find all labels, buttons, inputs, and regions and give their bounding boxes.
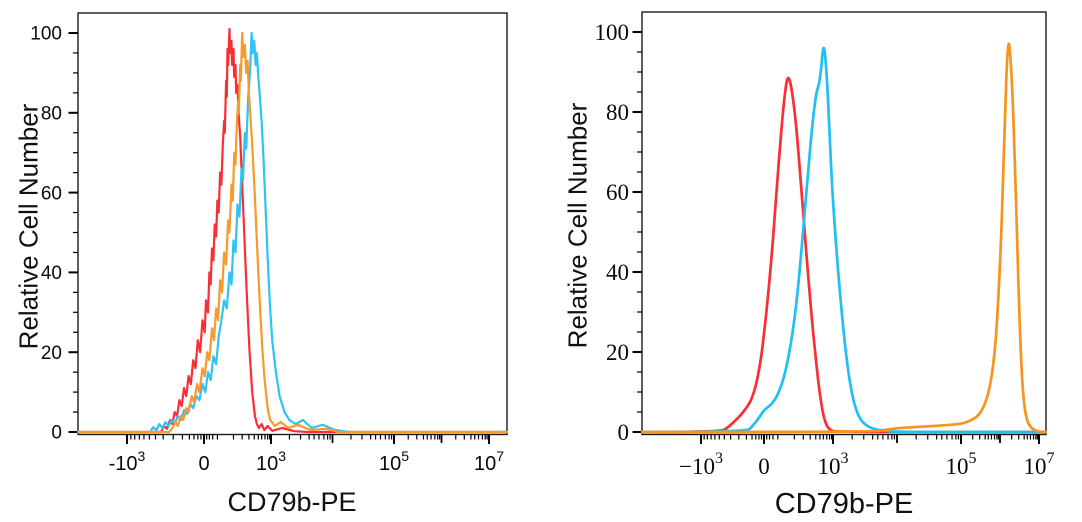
x-tick-label: 107 (474, 448, 504, 475)
left-cyan-histogram-curve (77, 31, 508, 434)
y-tick-label: 40 (606, 260, 629, 285)
right-cyan-histogram-curve (641, 46, 1047, 434)
y-tick-label: 80 (41, 103, 62, 124)
right-y-axis-title: Relative Cell Number (562, 102, 593, 349)
left-orange-histogram-curve (77, 31, 508, 434)
x-tick-label: -103 (109, 448, 146, 475)
y-tick-label: 100 (30, 24, 62, 45)
right-red-histogram-curve (641, 76, 1047, 434)
y-tick-label: 80 (606, 100, 629, 125)
left-x-axis-title: CD79b-PE (227, 487, 357, 517)
x-tick-label: 103 (818, 450, 849, 479)
x-tick-label: −103 (679, 450, 723, 479)
y-tick-label: 0 (618, 420, 630, 445)
right-orange-histogram-curve (641, 42, 1047, 434)
plot-frame (77, 12, 508, 436)
left-plot: 0 20 40 60 80 100 -103 0 103 105 107 (30, 12, 508, 475)
x-tick-label: 105 (379, 448, 409, 475)
right-x-axis-title: CD79b-PE (774, 488, 914, 520)
right-plot: 0 20 40 60 80 100 −103 0 103 105 107 (595, 11, 1055, 479)
y-tick-label: 100 (595, 20, 630, 45)
y-tick-label: 0 (51, 423, 62, 444)
y-tick-label: 60 (41, 183, 62, 204)
left-red-histogram-curve (77, 27, 508, 434)
x-tick-label: 105 (946, 450, 977, 479)
x-tick-label: 103 (256, 448, 286, 475)
x-tick-label: 0 (198, 453, 209, 475)
y-tick-label: 20 (41, 343, 62, 364)
plot-frame (641, 11, 1047, 436)
x-tick-label: 107 (1024, 450, 1055, 479)
x-tick-label: 0 (758, 454, 770, 479)
y-tick-label: 20 (606, 340, 629, 365)
left-y-axis-title: Relative Cell Number (13, 103, 44, 350)
y-tick-label: 40 (41, 263, 62, 284)
y-tick-label: 60 (606, 180, 629, 205)
